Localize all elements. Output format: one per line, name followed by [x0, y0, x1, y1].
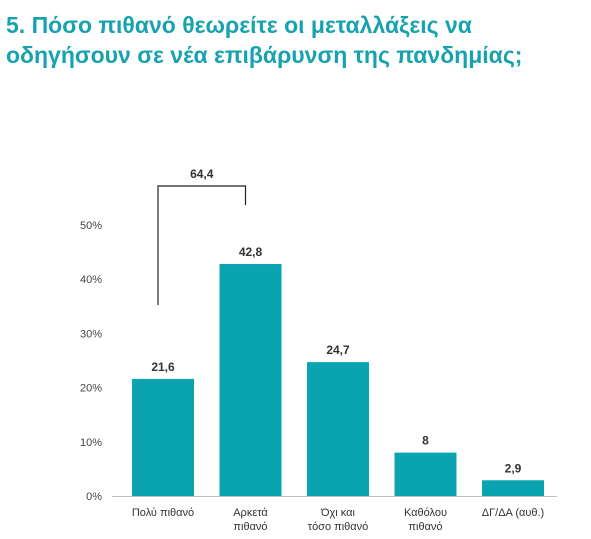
page-title: 5. Πόσο πιθανό θεωρείτε οι μεταλλάξεις ν…: [6, 10, 586, 70]
data-label: 24,7: [326, 343, 350, 357]
x-tick-label: ΔΓ/ΔΑ (αυθ.): [482, 507, 544, 519]
y-tick-label: 30%: [80, 328, 102, 340]
bracket-label: 64,4: [190, 167, 214, 181]
data-label: 42,8: [239, 245, 263, 259]
x-tick-label: Πολύ πιθανό: [132, 507, 194, 519]
x-tick-label: Όχι και τόσο πιθανό: [308, 507, 369, 533]
x-tick-label: Αρκετά πιθανό: [233, 507, 268, 533]
y-axis: 0% 10% 20% 30% 40% 50%: [80, 220, 102, 503]
data-label: 21,6: [151, 360, 175, 374]
bar: [482, 480, 544, 496]
value-labels: 21,6 42,8 24,7 8 2,9: [151, 245, 521, 475]
y-tick-label: 50%: [80, 220, 102, 232]
bars: [132, 264, 544, 496]
bracket-line: [157, 185, 247, 305]
y-tick-label: 10%: [80, 437, 102, 449]
bar: [132, 378, 194, 496]
bar: [394, 452, 457, 496]
y-tick-label: 40%: [80, 274, 102, 286]
title-line-1: 5. Πόσο πιθανό θεωρείτε οι μεταλλάξεις ν…: [6, 12, 472, 38]
x-axis: Πολύ πιθανό Αρκετά πιθανό Όχι και τόσο πιθαν…: [112, 496, 557, 533]
y-tick-label: 20%: [80, 383, 102, 395]
title-line-2: οδηγήσουν σε νέα επιβάρυνση της πανδημία…: [6, 42, 523, 68]
sum-bracket: 64,4: [157, 167, 247, 305]
bar: [307, 362, 369, 496]
data-label: 8: [422, 434, 429, 448]
bar: [219, 264, 282, 496]
data-label: 2,9: [505, 461, 522, 475]
x-tick-label: Καθόλου πιθανό: [404, 507, 447, 533]
y-tick-label: 0%: [86, 491, 102, 503]
